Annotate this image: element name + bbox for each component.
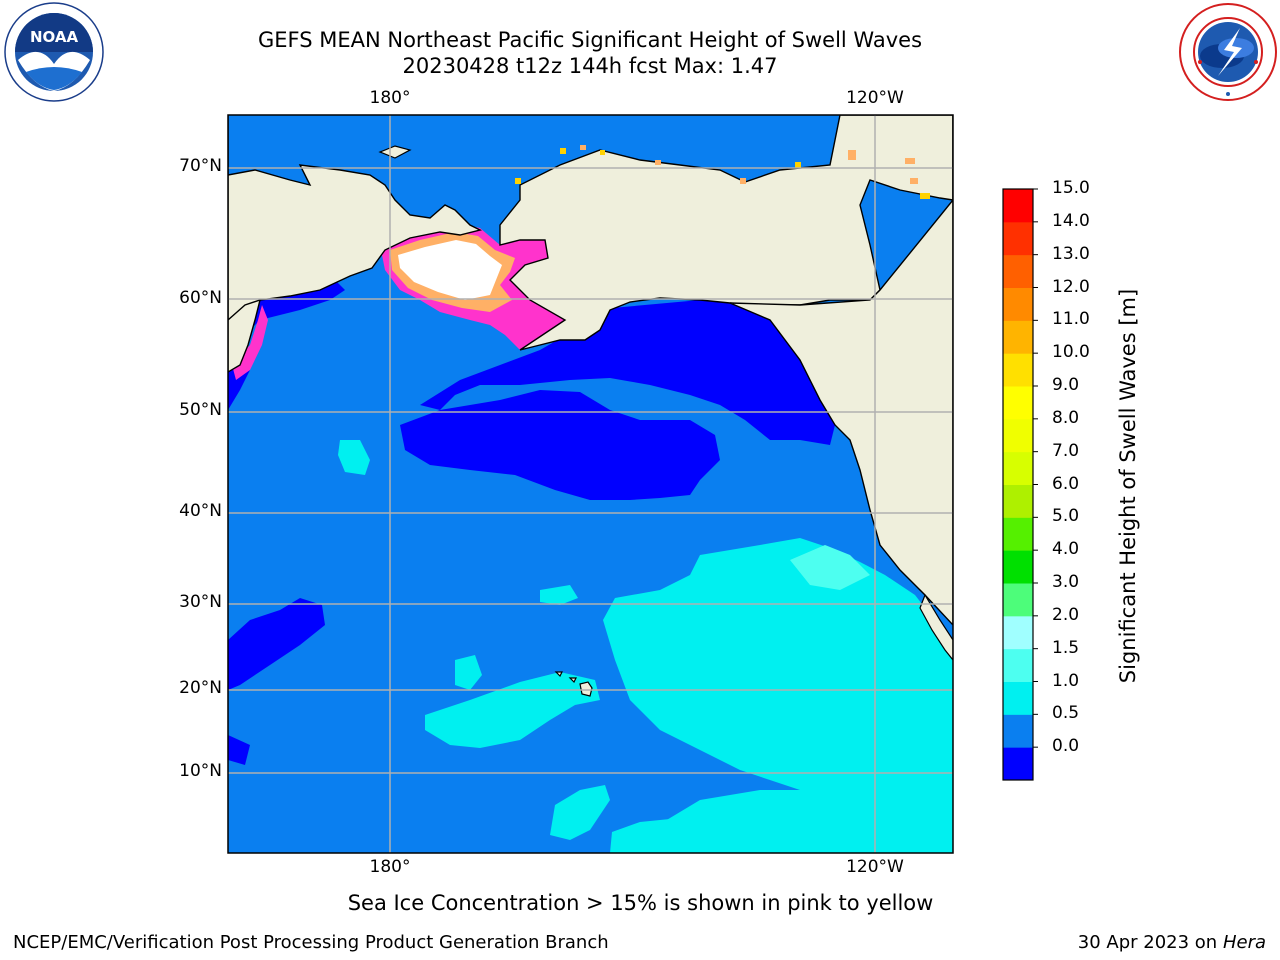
footer-credit: NCEP/EMC/Verification Post Processing Pr… bbox=[13, 932, 609, 953]
colorbar-tick-label: 3.0 bbox=[1052, 572, 1080, 592]
swell-band-1p5-2 bbox=[790, 545, 870, 590]
noaa-logo-text: NOAA bbox=[30, 28, 79, 46]
colorbar-segment bbox=[1003, 451, 1033, 485]
sea-ice-white bbox=[398, 240, 502, 300]
colorbar-tick-label: 0.0 bbox=[1052, 736, 1080, 757]
lat-tick-70n: 70°N bbox=[179, 156, 222, 176]
gridlines bbox=[228, 115, 953, 853]
colorbar-segment bbox=[1003, 583, 1033, 617]
colorbar-segment bbox=[1003, 320, 1033, 354]
colorbar-segment bbox=[1003, 254, 1033, 288]
colorbar-tick-label: 1.0 bbox=[1052, 670, 1080, 691]
map-panel bbox=[228, 115, 953, 853]
lat-tick-60n: 60°N bbox=[179, 288, 222, 308]
noaa-logo: NOAA bbox=[4, 2, 104, 102]
footer-date-text: 30 Apr 2023 on bbox=[1077, 932, 1223, 953]
swell-band-0-0p5-sw-edge bbox=[228, 735, 250, 765]
colorbar-segment bbox=[1003, 681, 1033, 715]
lat-tick-30n: 30°N bbox=[179, 592, 222, 612]
colorbar-segment bbox=[1003, 484, 1033, 518]
colorbar-tick-label: 7.0 bbox=[1052, 440, 1080, 461]
colorbar-segment bbox=[1003, 221, 1033, 256]
footer-host: Hera bbox=[1222, 932, 1266, 953]
land-alaska bbox=[499, 115, 953, 351]
colorbar-frame bbox=[1002, 188, 1034, 781]
swell-band-1-1p5 bbox=[603, 538, 953, 853]
colorbar-tick-label: 11.0 bbox=[1052, 309, 1090, 330]
map-frame bbox=[227, 114, 954, 854]
colorbar-segment bbox=[1003, 714, 1033, 748]
colorbar-tick-label: 12.0 bbox=[1052, 276, 1090, 297]
colorbar-tick-label: 10.0 bbox=[1052, 342, 1090, 363]
lat-tick-40n: 40°N bbox=[179, 501, 222, 521]
colorbar-segment bbox=[1003, 550, 1033, 584]
lat-tick-50n: 50°N bbox=[179, 400, 222, 420]
land-siberia bbox=[228, 115, 483, 321]
colorbar-segment bbox=[1003, 648, 1033, 682]
swell-band-1-1p5-south bbox=[550, 785, 610, 840]
swell-band-0-0p5-southwest bbox=[228, 598, 325, 690]
colorbar-tick-label: 15.0 bbox=[1052, 178, 1090, 198]
colorbar-tick-label: 6.0 bbox=[1052, 473, 1080, 494]
land-kamchatka bbox=[228, 298, 261, 373]
colorbar-segment bbox=[1003, 386, 1033, 420]
map-title: GEFS MEAN Northeast Pacific Significant … bbox=[257, 28, 923, 52]
colorbar bbox=[1003, 188, 1038, 781]
swell-band-1-1p5-south2 bbox=[610, 818, 700, 853]
colorbar-tick-label: 4.0 bbox=[1052, 539, 1080, 560]
arctic-coast-ice bbox=[515, 145, 930, 199]
colorbar-tick-label: 9.0 bbox=[1052, 375, 1080, 395]
colorbar-segment bbox=[1003, 517, 1033, 551]
colorbar-tick-label: 13.0 bbox=[1052, 243, 1090, 264]
lon-tick-top-180: 180° bbox=[369, 88, 411, 108]
land-baja bbox=[919, 593, 953, 661]
lat-tick-20n: 20°N bbox=[179, 678, 222, 698]
swell-band-0-0p5-gulf bbox=[420, 300, 835, 445]
swell-band-1-1p5-north bbox=[338, 440, 370, 475]
swell-band-1-1p5-mid bbox=[540, 585, 578, 605]
colorbar-tick-label: 8.0 bbox=[1052, 407, 1080, 428]
colorbar-tick-label: 0.5 bbox=[1052, 703, 1080, 724]
swell-band-1-1p5-hawaii bbox=[425, 672, 600, 748]
colorbar-label: Significant Height of Swell Waves [m] bbox=[1116, 288, 1140, 684]
nws-logo bbox=[1179, 3, 1277, 101]
colorbar-segment bbox=[1003, 287, 1033, 321]
colorbar-tick-label: 2.0 bbox=[1052, 604, 1080, 625]
colorbar-segment bbox=[1003, 418, 1033, 453]
lon-tick-bottom-120w: 120°W bbox=[846, 857, 904, 877]
sea-ice-note: Sea Ice Concentration > 15% is shown in … bbox=[347, 891, 934, 915]
colorbar-tick-label: 1.5 bbox=[1052, 637, 1080, 658]
colorbar-segment bbox=[1003, 747, 1033, 781]
lat-tick-10n: 10°N bbox=[179, 761, 222, 781]
footer-date: 30 Apr 2023 on Hera bbox=[1078, 932, 1266, 953]
swell-band-1-1p5-patch bbox=[455, 655, 482, 690]
map-subtitle: 20230428 t12z 144h fcst Max: 1.47 bbox=[402, 54, 778, 78]
lon-tick-bottom-180: 180° bbox=[369, 857, 411, 877]
colorbar-segment bbox=[1003, 615, 1033, 650]
colorbar-tick-label: 5.0 bbox=[1052, 506, 1080, 527]
colorbar-tick-label: 14.0 bbox=[1052, 210, 1090, 231]
swell-band-0-0p5-central bbox=[400, 390, 720, 500]
colorbar-segment bbox=[1003, 189, 1033, 223]
colorbar-segment bbox=[1003, 353, 1033, 387]
lon-tick-top-120w: 120°W bbox=[846, 88, 904, 108]
land-bc-coast bbox=[729, 115, 953, 627]
